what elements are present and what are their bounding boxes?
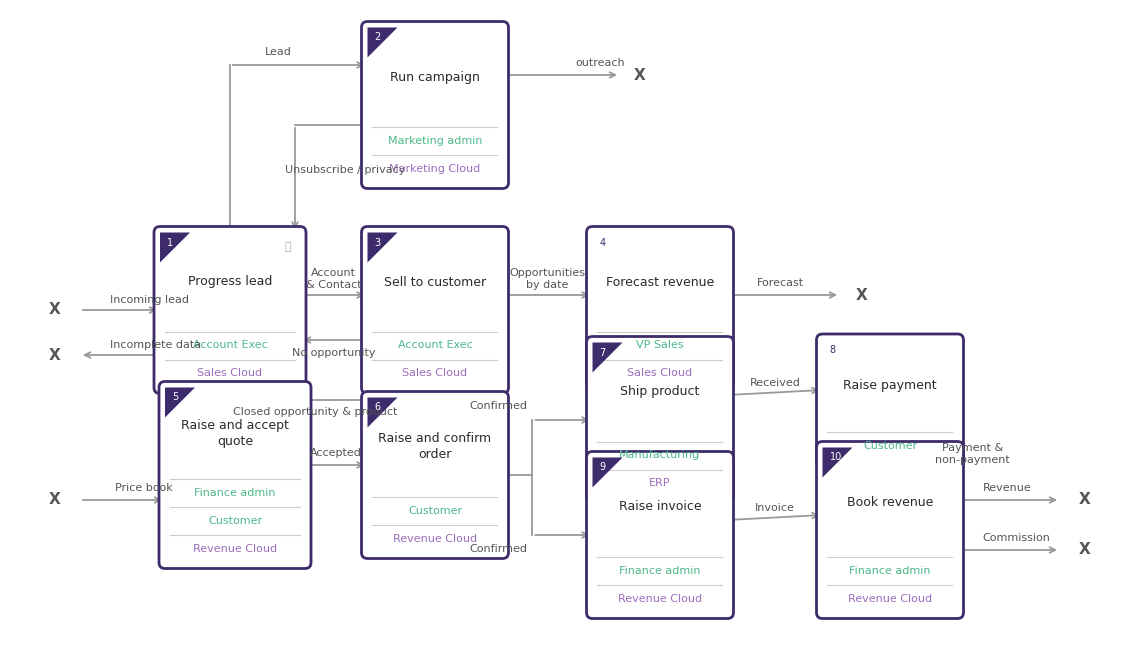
- Text: Forecast revenue: Forecast revenue: [606, 276, 714, 288]
- Text: Confirmed: Confirmed: [469, 401, 527, 411]
- Text: Raise invoice: Raise invoice: [618, 500, 701, 514]
- Polygon shape: [160, 233, 190, 263]
- Text: Received: Received: [749, 378, 800, 388]
- Text: Sales Cloud: Sales Cloud: [197, 369, 263, 379]
- FancyBboxPatch shape: [587, 227, 734, 394]
- Text: Revenue Cloud: Revenue Cloud: [848, 593, 932, 603]
- Text: Revenue Cloud: Revenue Cloud: [193, 544, 277, 553]
- Text: Book revenue: Book revenue: [847, 495, 934, 508]
- Text: Raise and confirm
order: Raise and confirm order: [378, 432, 491, 462]
- Text: Confirmed: Confirmed: [469, 544, 527, 554]
- Text: Incoming lead: Incoming lead: [110, 295, 188, 305]
- Text: Customer: Customer: [408, 506, 462, 515]
- Text: Incomplete data: Incomplete data: [110, 340, 201, 350]
- Text: No opportunity: No opportunity: [292, 348, 376, 358]
- Text: Revenue Cloud: Revenue Cloud: [618, 593, 702, 603]
- Text: Run campaign: Run campaign: [390, 71, 480, 83]
- FancyBboxPatch shape: [361, 392, 508, 559]
- Polygon shape: [368, 398, 397, 428]
- Text: Lead: Lead: [265, 47, 292, 57]
- Text: Progress lead: Progress lead: [187, 276, 273, 288]
- Text: Sell to customer: Sell to customer: [384, 276, 486, 288]
- Text: X: X: [49, 303, 61, 318]
- Text: 3: 3: [375, 238, 380, 248]
- Text: Finance admin: Finance admin: [619, 565, 701, 576]
- Text: Invoice: Invoice: [755, 503, 795, 513]
- Text: Raise payment: Raise payment: [844, 379, 937, 392]
- Text: X: X: [634, 67, 646, 83]
- Text: VP Sales: VP Sales: [636, 341, 683, 350]
- Polygon shape: [822, 447, 853, 477]
- FancyBboxPatch shape: [361, 22, 508, 189]
- FancyBboxPatch shape: [817, 441, 964, 618]
- Text: Manufacturing: Manufacturing: [619, 451, 700, 460]
- Text: Marketing Cloud: Marketing Cloud: [389, 164, 480, 174]
- Text: X: X: [856, 288, 868, 303]
- Polygon shape: [592, 457, 623, 487]
- Text: Unsubscribe / privacy: Unsubscribe / privacy: [285, 165, 405, 175]
- Text: outreach: outreach: [574, 58, 625, 68]
- Text: Closed opportunity & product: Closed opportunity & product: [232, 407, 397, 417]
- Polygon shape: [368, 28, 397, 58]
- Text: ERP: ERP: [650, 479, 671, 489]
- Text: Sales Cloud: Sales Cloud: [403, 369, 468, 379]
- Text: X: X: [49, 348, 61, 362]
- Text: Customer: Customer: [208, 515, 263, 525]
- Text: Account Exec: Account Exec: [193, 341, 267, 350]
- Text: X: X: [1079, 542, 1091, 557]
- Text: Price book: Price book: [114, 483, 173, 493]
- Polygon shape: [368, 233, 397, 263]
- Text: Account Exec: Account Exec: [397, 341, 472, 350]
- Text: 8: 8: [829, 345, 836, 355]
- Text: Ship product: Ship product: [620, 386, 700, 398]
- Text: Account
& Contact: Account & Contact: [306, 268, 361, 290]
- FancyBboxPatch shape: [587, 451, 734, 618]
- Text: X: X: [49, 493, 61, 508]
- Text: 6: 6: [375, 403, 380, 413]
- FancyBboxPatch shape: [154, 227, 306, 394]
- Text: Opportunities
by date: Opportunities by date: [509, 268, 586, 290]
- Text: 5: 5: [172, 392, 178, 403]
- Text: Finance admin: Finance admin: [194, 487, 276, 498]
- Polygon shape: [165, 388, 195, 417]
- Text: 9: 9: [599, 462, 606, 472]
- FancyBboxPatch shape: [361, 227, 508, 394]
- Text: 🖇: 🖇: [285, 242, 292, 252]
- Text: Sales Cloud: Sales Cloud: [627, 369, 692, 379]
- FancyBboxPatch shape: [159, 381, 311, 569]
- Text: Customer: Customer: [863, 441, 917, 451]
- Text: Raise and accept
quote: Raise and accept quote: [181, 419, 289, 447]
- Text: Revenue Cloud: Revenue Cloud: [393, 534, 477, 544]
- Text: Marketing admin: Marketing admin: [388, 136, 482, 145]
- Text: 1: 1: [167, 238, 173, 248]
- Text: Revenue: Revenue: [983, 483, 1031, 493]
- FancyBboxPatch shape: [587, 337, 734, 504]
- Text: Forecast: Forecast: [756, 278, 803, 288]
- Polygon shape: [592, 343, 623, 373]
- Text: 10: 10: [829, 453, 842, 462]
- Text: Payment &
non-payment: Payment & non-payment: [935, 443, 1010, 464]
- Text: Accepted: Accepted: [311, 448, 362, 458]
- Text: 7: 7: [599, 348, 606, 358]
- FancyBboxPatch shape: [817, 334, 964, 466]
- Text: 4: 4: [599, 238, 606, 248]
- Text: Finance admin: Finance admin: [849, 565, 931, 576]
- Text: X: X: [1079, 493, 1091, 508]
- Text: 2: 2: [375, 33, 380, 43]
- Text: Commission: Commission: [983, 533, 1050, 543]
